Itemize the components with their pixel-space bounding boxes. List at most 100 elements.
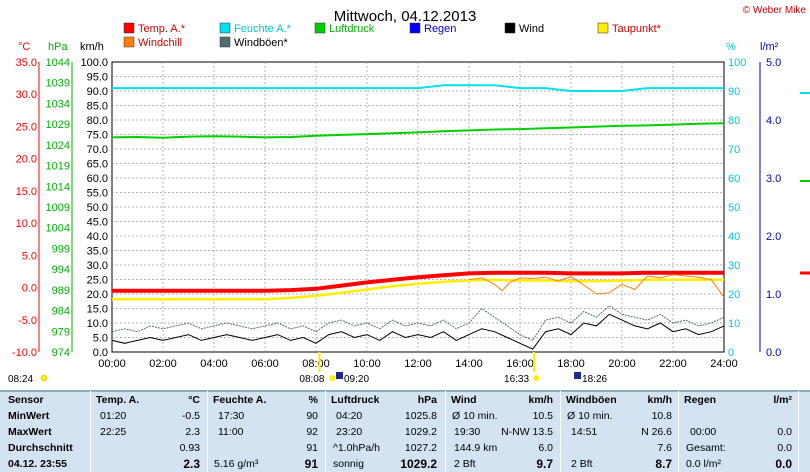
wind-tick-label: 20.0 (87, 289, 108, 301)
wind-tick-label: 15.0 (87, 304, 108, 316)
copyright-text: © Weber Mike (743, 5, 807, 16)
abs-humidity: 5.16 g/m³ (214, 458, 259, 470)
rain-tick-label: 4.0 (766, 115, 781, 127)
sunrise-sun-icon (40, 374, 48, 382)
legend-label: Temp. A.* (138, 23, 186, 35)
hum-tick-label: 80 (728, 115, 740, 127)
min-hum-time: 17:30 (218, 410, 245, 422)
time-tick-label: 18:00 (557, 358, 585, 370)
sunrise-time: 08:24 (8, 374, 33, 385)
current-wind-value: 9.7 (536, 457, 553, 471)
legend-label: Taupunkt* (612, 23, 662, 35)
legend: Temp. A.* Feuchte A.* Luftdruck Regen Wind Ta… (123, 22, 662, 49)
header-wind-unit: km/h (528, 394, 553, 406)
table-top-border (0, 391, 810, 392)
wind-tick-label: 100.0 (80, 57, 108, 69)
legend-label: Windchill (138, 37, 182, 49)
wind-tick-label: 80.0 (87, 115, 108, 127)
series-feuchtea-line (112, 84, 724, 92)
column-separator (207, 391, 208, 472)
time-tick-label: 04:00 (200, 358, 228, 370)
hum-tick-label: 60 (728, 173, 740, 185)
wind-tick-label: 70.0 (87, 144, 108, 156)
max-gust-time: 14:51 (571, 426, 598, 438)
avg-wind-value: 6.0 (538, 442, 553, 454)
current-rain-value: 0.0 (775, 457, 792, 471)
header-gust: Windböen (566, 394, 617, 406)
moonrise-moon-icon (336, 372, 343, 379)
gust-avg10-value: 10.8 (651, 410, 672, 422)
hum-tick-label: 30 (728, 260, 740, 272)
plot-grid (111, 61, 725, 353)
max-gust-value: N 26.6 (641, 426, 672, 438)
header-rain-unit: l/m² (773, 394, 792, 406)
press-tick-label: 979 (52, 326, 70, 338)
rain-today: 0.0 l/m² (686, 458, 722, 470)
rain-time: 00:00 (690, 426, 717, 438)
hum-tick-label: 90 (728, 86, 740, 98)
press-tick-label: 984 (52, 306, 70, 318)
gust-avg10-label: Ø 10 min. (567, 410, 613, 422)
rain-value: 0.0 (777, 426, 792, 438)
column-separator (678, 391, 679, 472)
press-tick-label: 1039 (46, 78, 70, 90)
hum-tick-label: 0 (728, 347, 734, 359)
min-hum-value: 90 (306, 410, 318, 422)
wind-tick-label: 50.0 (87, 202, 108, 214)
time-tick-label: 16:00 (506, 358, 534, 370)
moonset-time: 18:26 (582, 374, 607, 385)
sun-start-icon (329, 375, 336, 381)
press-tick-label: 999 (52, 243, 70, 255)
hum-tick-label: 20 (728, 289, 740, 301)
series-windben-line (111, 304, 725, 342)
max-wind-value: N-NW 13.5 (501, 426, 553, 438)
axis-ticks: 35.0 30.0 25.0 20.0 15.0 10.0 5.0 0.0 -5.0 -10.0 1… (12, 57, 781, 370)
press-tick-label: 1034 (46, 98, 70, 110)
wind-tick-label: 35.0 (87, 246, 108, 258)
wind-tick-label: 25.0 (87, 275, 108, 287)
rain-tick-label: 3.0 (766, 173, 781, 185)
header-press: Luftdruck (331, 394, 380, 406)
legend-label: Feuchte A.* (234, 23, 292, 35)
time-tick-label: 00:00 (98, 358, 126, 370)
column-separator (90, 391, 91, 472)
wind-tick-label: 60.0 (87, 173, 108, 185)
max-temp-time: 22:25 (100, 426, 127, 438)
wind-tick-label: 90.0 (87, 86, 108, 98)
weather-chart: Mittwoch, 04.12.2013 © Weber Mike Temp. … (8, 5, 810, 385)
min-temp-value: -0.5 (181, 410, 200, 422)
wind-tick-label: 30.0 (87, 260, 108, 272)
press-tick-label: 1009 (46, 202, 70, 214)
temp-tick-label: 0.0 (22, 283, 37, 295)
header-temp-unit: °C (188, 394, 200, 406)
press-tick-label: 1024 (46, 140, 70, 152)
hum-tick-label: 10 (728, 318, 740, 330)
max-press-time: 23:20 (336, 426, 363, 438)
hum-tick-label: 70 (728, 144, 740, 156)
legend-swatch (123, 36, 135, 48)
header-hum: Feuchte A. (213, 394, 267, 406)
column-separator (325, 391, 326, 472)
sunset-sun-icon (533, 375, 540, 381)
column-separator (798, 391, 799, 472)
legend-label: Regen (424, 23, 456, 35)
wind-tick-label: 65.0 (87, 159, 108, 171)
press-tick-label: 974 (52, 347, 70, 359)
header-sensor: Sensor (8, 394, 44, 406)
current-hum-value: 91 (304, 457, 318, 471)
time-tick-label: 20:00 (608, 358, 636, 370)
header-temp: Temp. A. (96, 394, 140, 406)
series-luftdruck-line (111, 122, 725, 139)
header-rain: Regen (684, 394, 717, 406)
time-tick-label: 24:00 (710, 358, 738, 370)
row-label-max: MaxWert (8, 426, 52, 438)
press-axis-unit: hPa (48, 41, 68, 53)
temp-tick-label: 30.0 (16, 89, 37, 101)
rain-axis-unit: l/m² (760, 41, 779, 53)
temp-tick-label: 15.0 (16, 186, 37, 198)
current-press-value: 1029.2 (400, 457, 437, 471)
avg-gust-value: 7.6 (657, 442, 672, 454)
weather-forecast: sonnig (333, 458, 364, 470)
wind-tick-label: 0.0 (93, 347, 108, 359)
time-tick-label: 12:00 (404, 358, 432, 370)
